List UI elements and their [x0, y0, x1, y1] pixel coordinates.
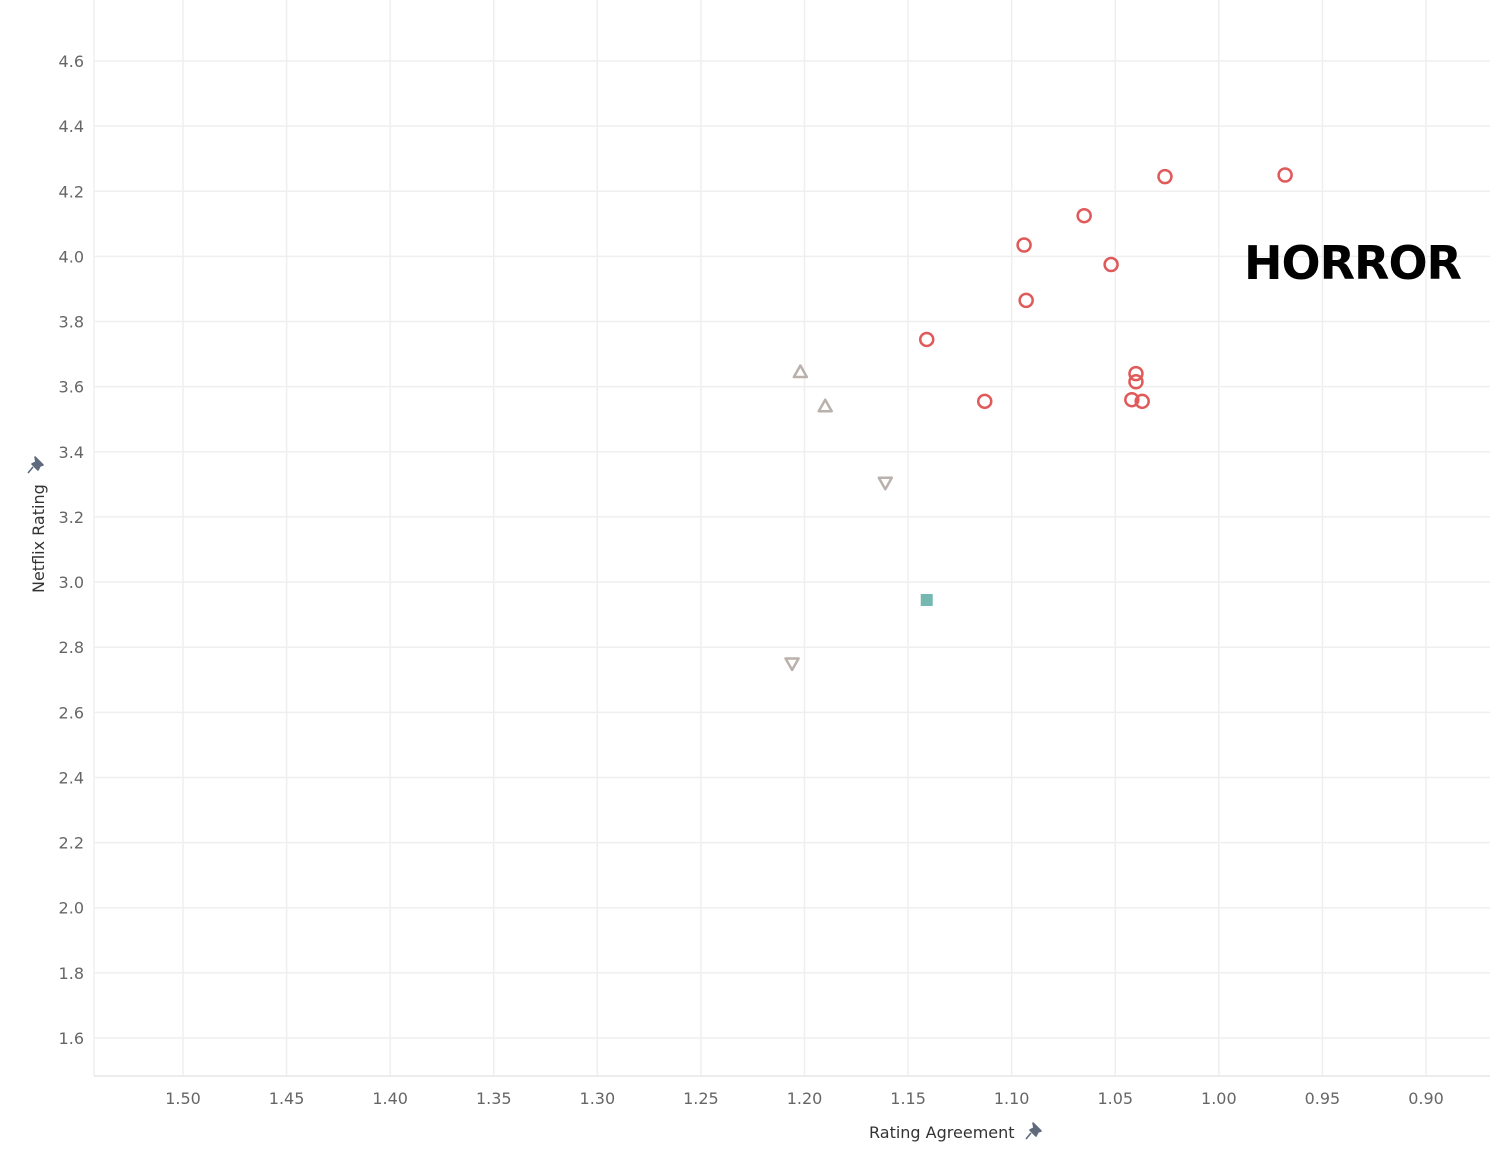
data-point-circle[interactable]	[1157, 168, 1173, 185]
y-tick-label: 2.4	[59, 768, 84, 787]
y-axis-title: Netflix Rating	[29, 484, 48, 593]
data-point-circle[interactable]	[1018, 292, 1034, 309]
y-tick-label: 2.2	[59, 834, 84, 853]
y-axis-pin-icon[interactable]	[27, 456, 44, 474]
data-point-circle[interactable]	[1076, 207, 1092, 224]
y-tick-label: 3.6	[59, 378, 84, 397]
data-point-circle[interactable]	[1128, 374, 1144, 390]
x-axis-pin-icon[interactable]	[1025, 1122, 1042, 1140]
y-tick-label: 3.0	[59, 573, 84, 592]
data-point-circle[interactable]	[1016, 237, 1032, 253]
pin-icon	[1025, 1122, 1042, 1140]
x-tick-label: 0.90	[1408, 1089, 1444, 1108]
x-tick-label: 0.95	[1305, 1089, 1341, 1108]
chart-annotation: HORROR	[1244, 236, 1462, 290]
pin-icon	[27, 456, 44, 474]
x-tick-label: 1.45	[269, 1089, 305, 1108]
data-points	[784, 167, 1293, 672]
x-tick-label: 1.40	[372, 1089, 408, 1108]
x-tick-label: 1.30	[580, 1089, 616, 1108]
y-tick-label: 1.6	[59, 1029, 84, 1048]
y-tick-label: 4.0	[59, 247, 84, 266]
grid	[93, 0, 1490, 1077]
x-tick-label: 1.50	[165, 1089, 201, 1108]
y-tick-label: 4.6	[59, 52, 84, 71]
x-tick-label: 1.25	[683, 1089, 719, 1108]
x-tick-labels: 1.50 1.45 1.40 1.35 1.30 1.25 1.20 1.15 1.10 1.05…	[165, 1089, 1444, 1108]
y-tick-label: 2.0	[59, 899, 84, 918]
data-point-triangle-up[interactable]	[792, 364, 809, 379]
x-tick-label: 1.15	[890, 1089, 926, 1108]
y-tick-labels: 1.6 1.8 2.0 2.2 2.4 2.6 2.8 3.0 3.2 3.4 3.6 3.8 4.0 4…	[59, 52, 84, 1048]
x-tick-label: 1.00	[1201, 1089, 1237, 1108]
y-tick-label: 3.2	[59, 508, 84, 527]
y-tick-label: 1.8	[59, 964, 84, 983]
data-point-circle[interactable]	[1124, 391, 1140, 408]
x-tick-label: 1.20	[787, 1089, 823, 1108]
x-tick-label: 1.35	[476, 1089, 512, 1108]
y-tick-label: 2.6	[59, 703, 84, 722]
data-point-circle[interactable]	[1103, 256, 1119, 273]
y-tick-label: 4.2	[59, 182, 84, 201]
data-point-circle[interactable]	[976, 393, 993, 410]
data-point-triangle-down[interactable]	[877, 476, 894, 491]
x-tick-label: 1.10	[994, 1089, 1030, 1108]
data-point-circle[interactable]	[918, 331, 935, 348]
data-point-triangle-down[interactable]	[784, 657, 800, 672]
x-tick-label: 1.05	[1097, 1089, 1133, 1108]
data-point-triangle-up[interactable]	[817, 398, 833, 413]
y-tick-label: 3.8	[59, 313, 84, 332]
y-tick-label: 2.8	[59, 638, 84, 657]
data-point-circle[interactable]	[1277, 167, 1293, 183]
data-point-circle[interactable]	[1128, 365, 1144, 382]
data-point-circle[interactable]	[1134, 393, 1150, 410]
data-point-square[interactable]	[920, 593, 933, 606]
y-tick-label: 3.4	[59, 443, 84, 462]
x-axis-title: Rating Agreement	[869, 1123, 1015, 1142]
y-tick-label: 4.4	[59, 117, 84, 136]
